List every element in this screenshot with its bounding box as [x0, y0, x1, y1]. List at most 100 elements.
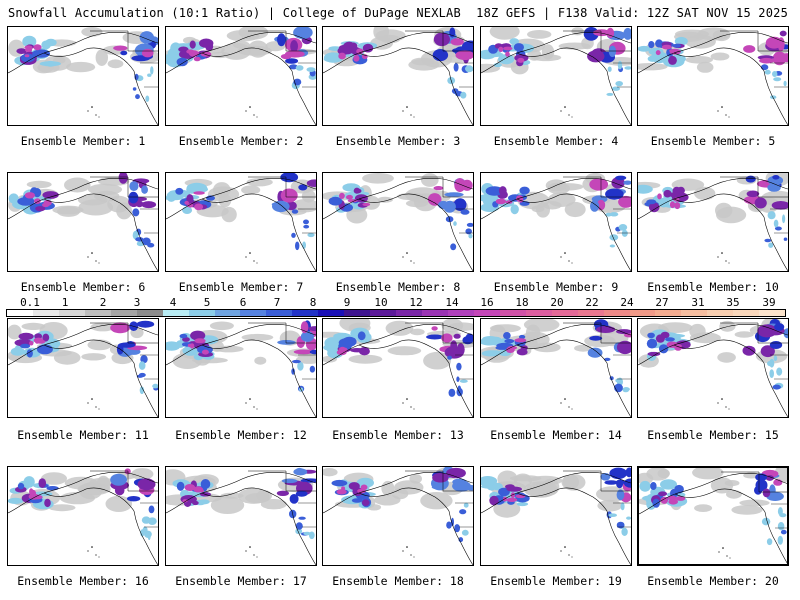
- legend-swatch: [396, 310, 422, 316]
- legend-swatch: [292, 310, 319, 316]
- ensemble-member-map[interactable]: [480, 172, 632, 272]
- legend-swatch: [422, 310, 448, 316]
- ensemble-member-caption: Ensemble Member: 20: [647, 574, 779, 588]
- ensemble-member-map[interactable]: [637, 466, 789, 566]
- legend-tick-label: 12: [409, 296, 423, 309]
- ensemble-member-caption: Ensemble Member: 6: [20, 280, 146, 294]
- ensemble-member-caption: Ensemble Member: 13: [332, 428, 464, 442]
- legend-swatch: [240, 310, 267, 316]
- ensemble-member-map[interactable]: [7, 466, 159, 566]
- ensemble-member-caption: Ensemble Member: 2: [178, 134, 304, 148]
- ensemble-member-caption: Ensemble Member: 9: [493, 280, 619, 294]
- ensemble-member-map[interactable]: [7, 26, 159, 126]
- snowfall-map-graphic: [638, 173, 788, 271]
- map-title: Snowfall Accumulation (10:1 Ratio) | Col…: [8, 6, 461, 20]
- legend-tick-label: 39: [762, 296, 776, 309]
- legend-swatch: [318, 310, 345, 316]
- legend-tick-label: 2: [99, 296, 107, 309]
- ensemble-member-map[interactable]: [637, 26, 789, 126]
- ensemble-member-caption: Ensemble Member: 7: [178, 280, 304, 294]
- legend-swatch: [136, 310, 163, 316]
- legend-swatch: [655, 310, 682, 316]
- ensemble-member-caption: Ensemble Member: 15: [647, 428, 779, 442]
- legend-tick-label: 22: [585, 296, 599, 309]
- legend-swatch: [681, 310, 708, 316]
- ensemble-member-caption: Ensemble Member: 4: [493, 134, 619, 148]
- legend-tick-label: 31: [691, 296, 705, 309]
- legend-swatch: [58, 310, 85, 316]
- snowfall-map-graphic: [8, 173, 158, 271]
- snowfall-map-graphic: [638, 319, 788, 417]
- ensemble-member-caption: Ensemble Member: 17: [175, 574, 307, 588]
- snowfall-map-graphic: [8, 320, 158, 417]
- legend-swatch: [32, 310, 59, 316]
- snowfall-map-graphic: [639, 468, 787, 564]
- legend-tick-label: 1: [61, 296, 69, 309]
- legend-tick-label: 20: [550, 296, 564, 309]
- snowfall-map-graphic: [481, 173, 631, 271]
- legend-swatch: [551, 310, 578, 316]
- legend-swatch: [447, 310, 474, 316]
- ensemble-member-map[interactable]: [480, 318, 632, 418]
- snowfall-map-graphic: [166, 27, 316, 125]
- snowfall-map-graphic: [481, 27, 631, 125]
- ensemble-member-map[interactable]: [165, 466, 317, 566]
- ensemble-member-caption: Ensemble Member: 8: [335, 280, 461, 294]
- ensemble-member-map[interactable]: [165, 26, 317, 126]
- ensemble-member-map[interactable]: [322, 26, 474, 126]
- ensemble-member-caption: Ensemble Member: 19: [490, 574, 622, 588]
- legend-tick-label: 7: [273, 296, 281, 309]
- ensemble-member-map[interactable]: [480, 466, 632, 566]
- legend-swatch: [162, 310, 189, 316]
- legend-swatch: [7, 310, 33, 316]
- snowfall-map-graphic: [166, 173, 316, 271]
- ensemble-member-map[interactable]: [322, 466, 474, 566]
- legend-swatch: [344, 310, 371, 316]
- snowfall-map-graphic: [481, 467, 631, 565]
- ensemble-member-map[interactable]: [480, 26, 632, 126]
- ensemble-member-caption: Ensemble Member: 3: [335, 134, 461, 148]
- legend-swatch: [188, 310, 215, 316]
- legend-swatch: [266, 310, 293, 316]
- legend-swatch: [84, 310, 111, 316]
- legend-tick-label: 35: [726, 296, 740, 309]
- ensemble-member-caption: Ensemble Member: 12: [175, 428, 307, 442]
- snowfall-map-graphic: [323, 173, 473, 271]
- run-valid-time: 18Z GEFS | F138 Valid: 12Z SAT NOV 15 20…: [476, 6, 788, 20]
- ensemble-member-map[interactable]: [322, 172, 474, 272]
- snowfall-map-graphic: [323, 319, 473, 417]
- legend-tick-label: 18: [515, 296, 529, 309]
- legend-tick-label: 16: [480, 296, 494, 309]
- ensemble-member-map[interactable]: [322, 318, 474, 418]
- legend-tick-label: 9: [343, 296, 351, 309]
- legend-swatch: [629, 310, 656, 316]
- snowfall-color-scale: [6, 309, 786, 317]
- legend-swatch: [110, 310, 137, 316]
- ensemble-member-caption: Ensemble Member: 5: [650, 134, 776, 148]
- ensemble-member-map[interactable]: [637, 172, 789, 272]
- snowfall-map-graphic: [8, 27, 158, 125]
- ensemble-member-caption: Ensemble Member: 10: [647, 280, 779, 294]
- snowfall-map-graphic: [638, 27, 788, 125]
- legend-tick-label: 14: [445, 296, 459, 309]
- ensemble-member-map[interactable]: [7, 172, 159, 272]
- snowfall-map-graphic: [166, 320, 316, 417]
- legend-swatch: [473, 310, 500, 316]
- legend-swatch: [525, 310, 552, 316]
- legend-swatch: [707, 310, 734, 316]
- legend-tick-label: 0.1: [20, 296, 40, 309]
- ensemble-member-map[interactable]: [165, 318, 317, 418]
- ensemble-member-map[interactable]: [637, 318, 789, 418]
- snowfall-map-graphic: [166, 467, 316, 565]
- legend-tick-label: 27: [655, 296, 669, 309]
- ensemble-member-caption: Ensemble Member: 18: [332, 574, 464, 588]
- ensemble-member-map[interactable]: [165, 172, 317, 272]
- legend-swatch: [759, 310, 786, 316]
- snowfall-map-graphic: [8, 468, 158, 565]
- snowfall-map-graphic: [323, 27, 473, 125]
- ensemble-member-map[interactable]: [7, 318, 159, 418]
- legend-tick-label: 6: [239, 296, 247, 309]
- ensemble-member-caption: Ensemble Member: 1: [20, 134, 146, 148]
- legend-tick-label: 3: [133, 296, 141, 309]
- snowfall-map-graphic: [323, 467, 473, 565]
